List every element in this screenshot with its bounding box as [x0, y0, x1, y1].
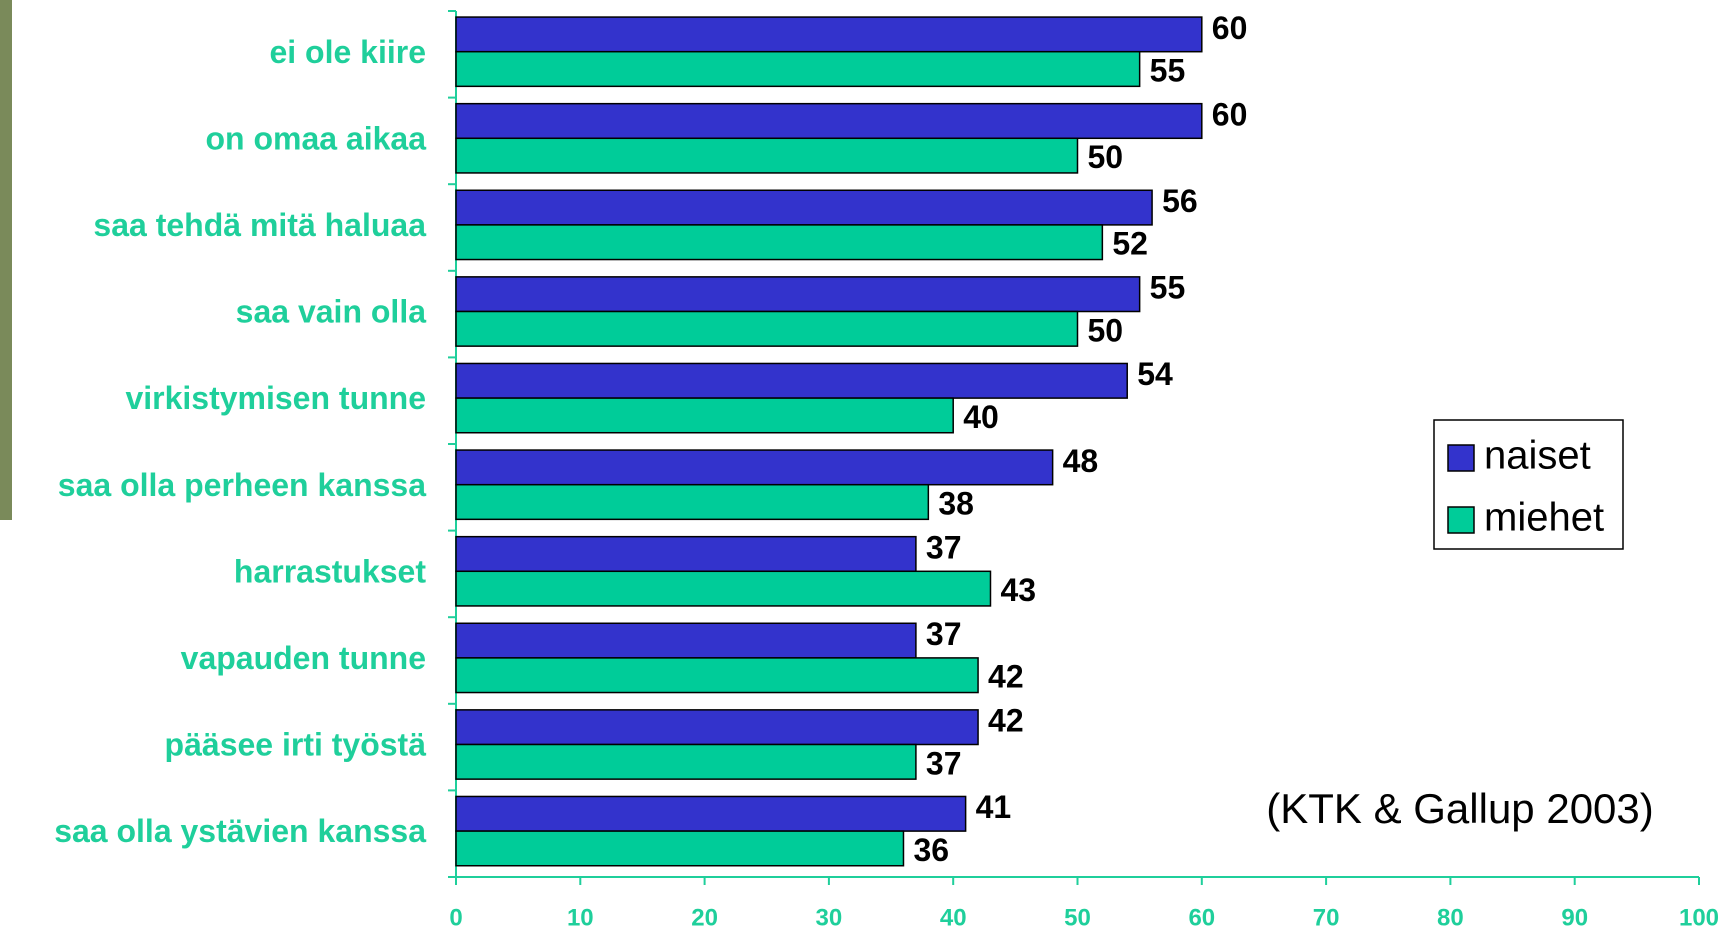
- category-label: on omaa aikaa: [205, 120, 426, 156]
- value-label: 37: [926, 616, 962, 652]
- x-tick-label: 90: [1561, 904, 1588, 931]
- value-label: 60: [1212, 10, 1248, 46]
- photo-strip: [0, 0, 12, 520]
- category-label: saa vain olla: [236, 294, 427, 330]
- category-label: vapauden tunne: [181, 640, 426, 676]
- bar: [455, 449, 1054, 486]
- value-label: 55: [1150, 52, 1186, 88]
- bar: [455, 743, 917, 780]
- x-tick-label: 40: [940, 904, 967, 931]
- value-label: 37: [926, 745, 962, 781]
- category-label: pääsee irti työstä: [165, 727, 427, 763]
- bar: [455, 830, 905, 867]
- legend-label: naiset: [1484, 434, 1591, 478]
- value-label: 42: [988, 703, 1024, 739]
- bar: [455, 397, 954, 434]
- bar: [455, 795, 967, 832]
- value-label: 43: [1000, 572, 1036, 608]
- bar: [455, 535, 917, 573]
- bar: [455, 137, 1079, 174]
- legend-swatch: [1447, 506, 1475, 534]
- bar: [455, 224, 1104, 261]
- value-label: 50: [1088, 312, 1124, 348]
- value-label: 50: [1088, 139, 1124, 175]
- value-label: 42: [988, 659, 1024, 695]
- x-tick-label: 50: [1064, 904, 1091, 931]
- bar: [455, 310, 1079, 347]
- value-label: 55: [1150, 270, 1186, 306]
- x-tick-label: 0: [449, 904, 462, 931]
- value-label: 56: [1162, 183, 1198, 219]
- bar: [455, 622, 917, 659]
- value-label: 60: [1212, 96, 1248, 132]
- bar: [455, 483, 930, 521]
- x-tick-label: 10: [567, 904, 594, 931]
- category-label: saa olla perheen kanssa: [58, 467, 426, 503]
- category-label: harrastukset: [234, 553, 426, 589]
- value-label: 54: [1137, 356, 1173, 392]
- bar: [455, 189, 1153, 226]
- x-tick-label: 70: [1313, 904, 1340, 931]
- bar: [455, 709, 979, 746]
- bar: [455, 362, 1128, 399]
- value-label: 36: [913, 832, 949, 868]
- value-label: 40: [963, 399, 999, 435]
- value-label: 52: [1112, 226, 1148, 262]
- legend-swatch: [1447, 444, 1475, 472]
- value-label: 48: [1063, 443, 1099, 479]
- x-tick-label: 30: [816, 904, 843, 931]
- x-tick-label: 80: [1437, 904, 1464, 931]
- bar: [455, 102, 1203, 140]
- legend-label: miehet: [1484, 496, 1604, 540]
- category-label: ei ole kiire: [269, 34, 426, 70]
- value-label: 37: [926, 529, 962, 565]
- annotation: (KTK & Gallup 2003): [1266, 785, 1654, 832]
- x-tick-label: 100: [1679, 904, 1719, 931]
- category-label: virkistymisen tunne: [125, 380, 426, 416]
- value-label: 41: [976, 789, 1012, 825]
- bar: [455, 657, 979, 694]
- x-tick-label: 60: [1188, 904, 1215, 931]
- category-label: saa tehdä mitä haluaa: [93, 207, 426, 243]
- bar: [455, 276, 1141, 313]
- bar: [455, 50, 1141, 88]
- category-label: saa olla ystävien kanssa: [54, 813, 426, 849]
- bar: [455, 570, 992, 607]
- bar: [455, 16, 1203, 53]
- value-label: 38: [938, 485, 974, 521]
- x-tick-label: 20: [691, 904, 718, 931]
